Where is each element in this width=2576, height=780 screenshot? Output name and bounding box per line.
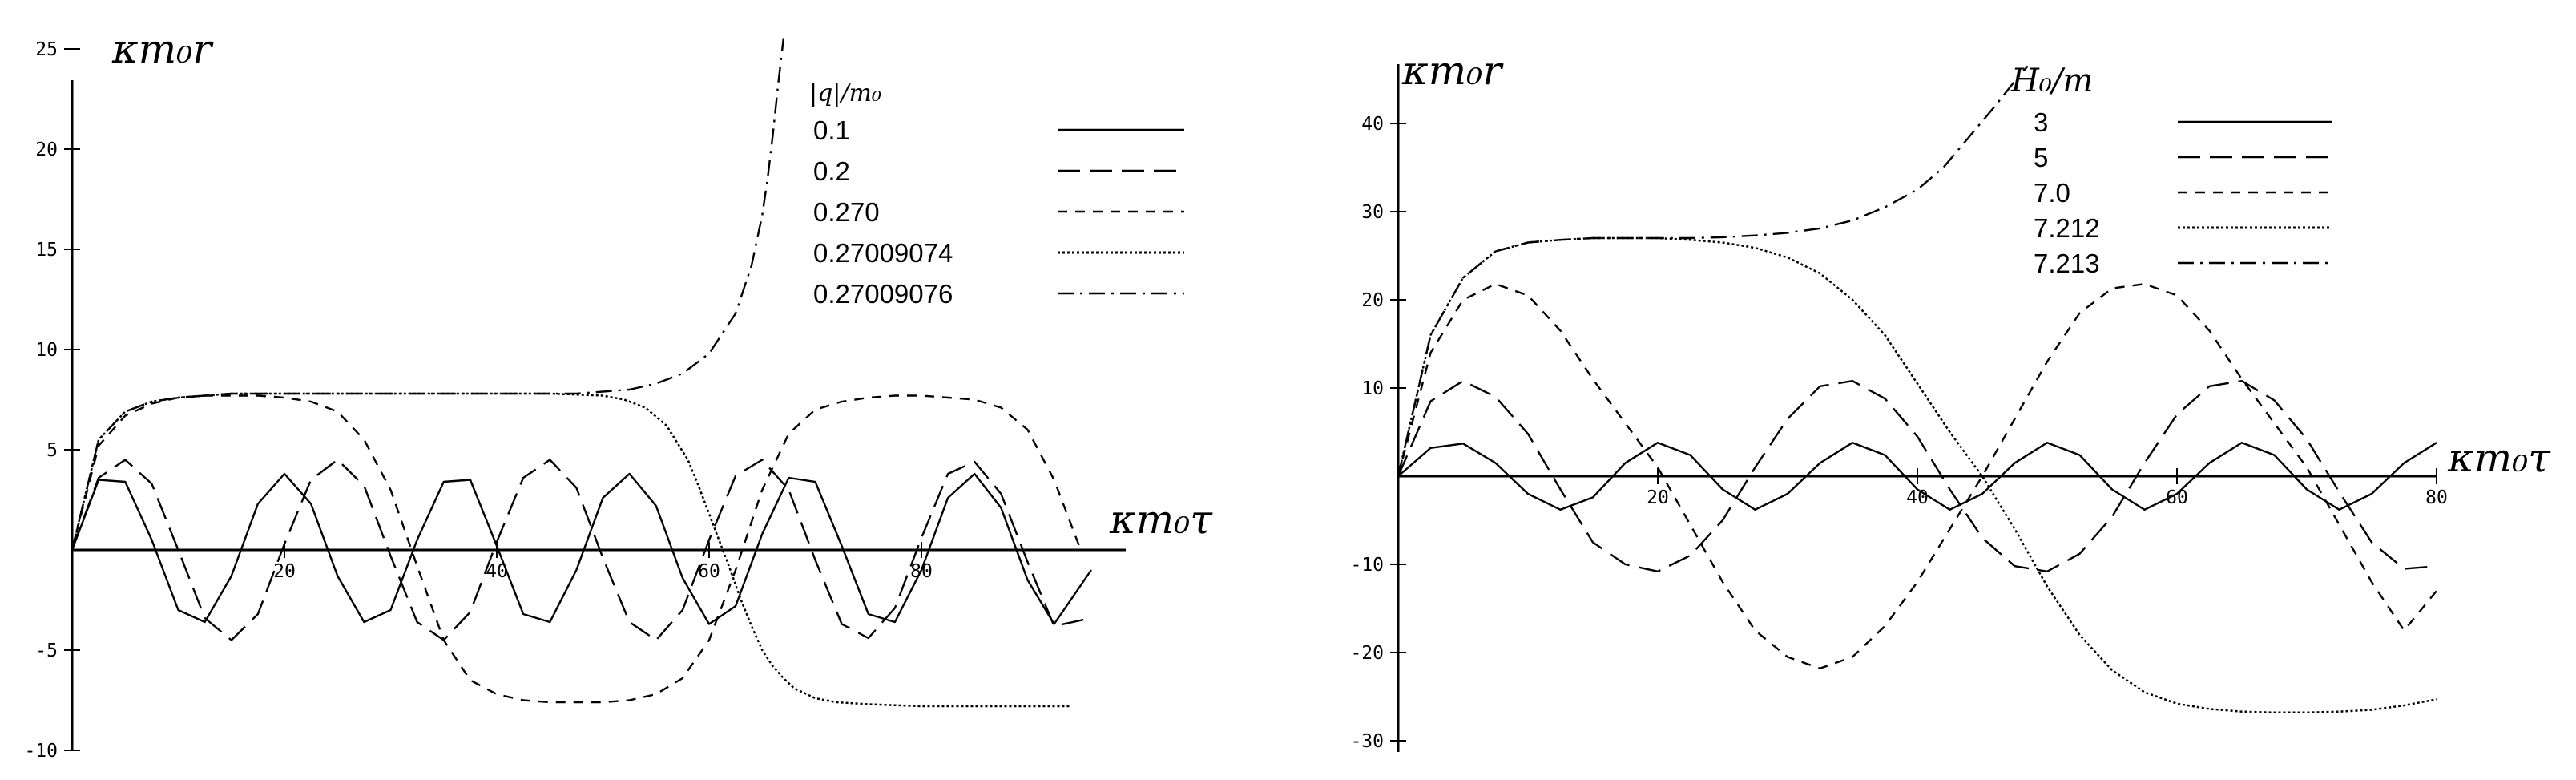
legend-title: |q|/m₀ (809, 79, 881, 107)
legend-label: 3 (2034, 107, 2048, 137)
series-line-2 (1397, 380, 2437, 572)
legend-label: 0.1 (813, 115, 850, 145)
x-axis-title: κm₀τ (2447, 434, 2551, 481)
legend-label: 0.27009076 (813, 279, 953, 309)
x-tick-label: 20 (1647, 487, 1669, 508)
x-tick-label: 60 (698, 561, 720, 582)
y-tick-label: 30 (1361, 202, 1384, 223)
legend: |q|/m₀ 0.1 0.2 0.270 0.27009074 0.27009076 (809, 79, 1184, 309)
legend-label: 0.270 (813, 197, 880, 227)
series-layer (1397, 65, 2437, 714)
y-tick-label: -5 (35, 641, 58, 661)
legend-label: 5 (2034, 143, 2048, 172)
y-axis-title: κm₀r (111, 26, 214, 72)
legend-label: 0.27009074 (813, 238, 953, 268)
y-tick-label: -10 (1350, 555, 1384, 576)
y-tick-label: 5 (46, 440, 58, 461)
y-tick-label: 15 (35, 240, 58, 261)
series-line-5 (1397, 65, 2029, 477)
x-tick-label: 80 (2425, 487, 2448, 508)
series-line-2 (71, 459, 1092, 641)
legend-label: 0.2 (813, 156, 850, 186)
series-line-3 (71, 394, 1082, 704)
y-tick-label: -20 (1350, 643, 1384, 664)
legend-title: H₀/m (2010, 63, 2093, 99)
legend-items: 0.1 0.2 0.270 0.27009074 0.27009076 (813, 115, 1184, 309)
x-tick-label: 40 (1906, 487, 1929, 508)
y-tick-label: 25 (35, 39, 58, 60)
x-tick-label: 20 (273, 561, 296, 582)
x-axis-title: κm₀τ (1109, 496, 1213, 543)
series-layer (71, 38, 1092, 708)
y-axis-title: κm₀r (1401, 47, 1504, 94)
legend: H₀/m 3 5 7.0 7.212 7.213 (2010, 63, 2332, 278)
y-tick-label: 20 (1361, 290, 1384, 311)
y-tick-label: 20 (35, 139, 58, 160)
y-tick-label: 10 (1361, 378, 1384, 399)
y-tick-label: -10 (24, 741, 58, 762)
y-tick-label: 10 (35, 340, 58, 361)
legend-label: 7.212 (2034, 213, 2100, 243)
y-tick-label: -30 (1350, 731, 1384, 752)
series-line-4 (1397, 236, 2437, 714)
series-line-1 (71, 472, 1092, 625)
series-line-5 (71, 38, 784, 551)
legend-items: 3 5 7.0 7.212 7.213 (2034, 107, 2332, 278)
legend-label: 7.0 (2034, 178, 2070, 208)
y-tick-label: 40 (1361, 114, 1384, 135)
legend-label: 7.213 (2034, 249, 2100, 278)
